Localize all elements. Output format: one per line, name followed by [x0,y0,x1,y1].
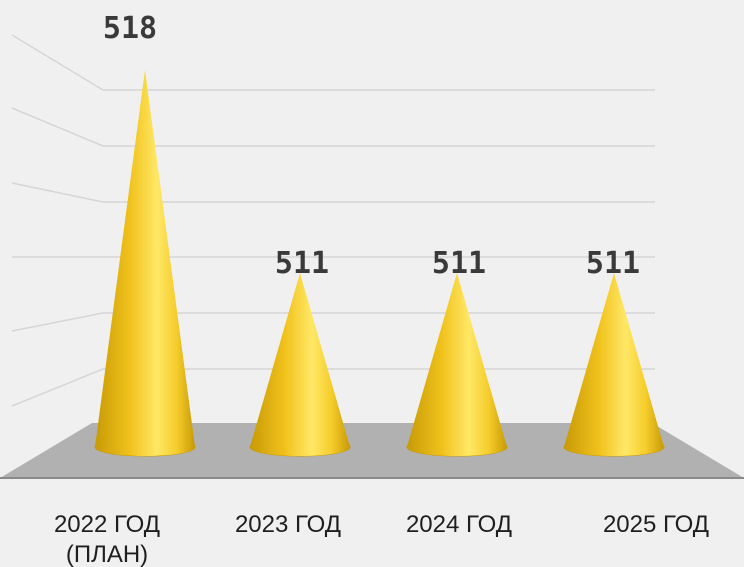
gridline-side [11,368,104,407]
cone-body [564,273,664,456]
cone-body [250,273,350,456]
cone-body [407,273,507,456]
category-labels: 2022 ГОД (ПЛАН) 2023 ГОД 2024 ГОД 2025 ГОД [54,511,709,567]
gridline-side [11,182,104,203]
category-label: 2022 ГОД (ПЛАН) [54,511,160,567]
gridline-side [11,34,104,91]
category-label: 2024 ГОД [406,511,512,538]
cone-bar [406,273,508,457]
category-label: 2023 ГОД [235,511,341,538]
gridlines [11,34,655,407]
data-labels: 518 511 511 511 [103,11,640,281]
gridline-side [11,312,104,332]
cone-bar [249,273,351,457]
cone-bar [563,273,665,457]
data-label: 511 [275,246,329,281]
data-label: 511 [432,246,486,281]
cones [94,70,665,457]
data-label: 518 [103,11,157,46]
cone-body [95,70,195,456]
category-label: 2025 ГОД [603,511,709,538]
cone-bar [94,70,196,457]
gridline-side [11,107,104,147]
data-label: 511 [586,246,640,281]
